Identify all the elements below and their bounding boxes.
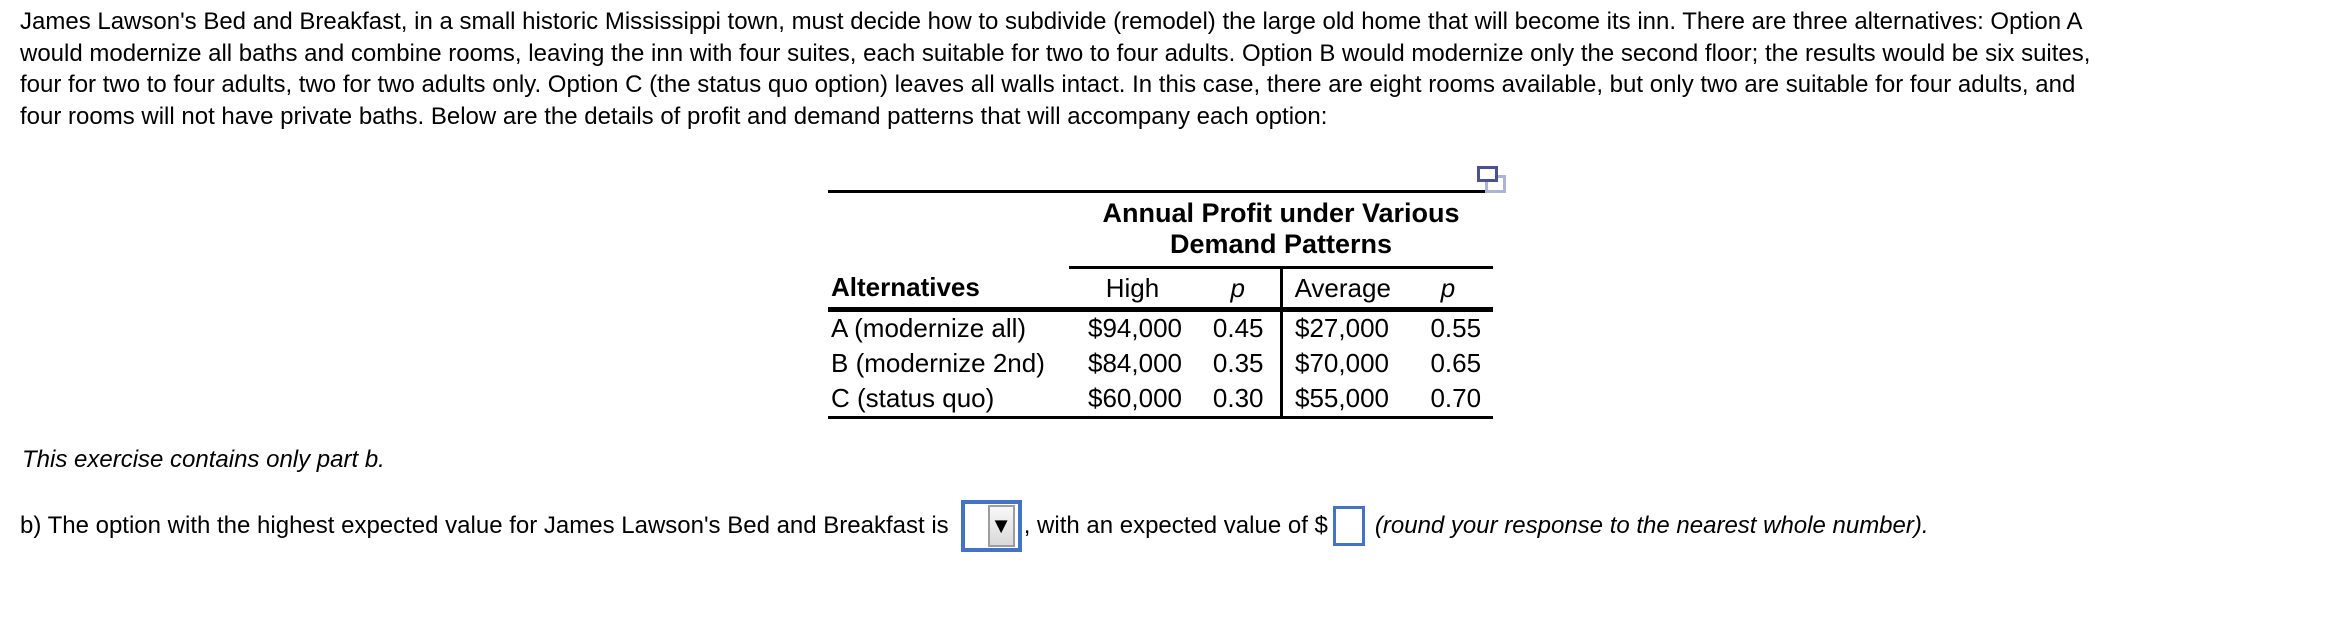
question-line: b) The option with the highest expected … (20, 498, 1929, 554)
alternative-cell: C (status quo) (831, 383, 995, 414)
high-probability-cell: 0.30 (1212, 383, 1264, 414)
problem-line: James Lawson's Bed and Breakfast, in a s… (20, 8, 2083, 35)
column-header-average: Average (1279, 267, 1403, 312)
high-probability-cell: 0.35 (1212, 348, 1264, 378)
copy-table-icon[interactable] (1477, 164, 1509, 196)
chevron-down-icon: ▼ (990, 513, 1013, 538)
high-probability-cell: 0.45 (1212, 313, 1264, 344)
rounding-note: (round your response to the nearest whol… (1374, 512, 1929, 539)
problem-statement: James Lawson's Bed and Breakfast, in a s… (20, 6, 2090, 132)
column-header-alternatives: Alternatives (828, 267, 1069, 312)
table-row: B (modernize 2nd) $84,000 0.35 $70,000 0… (828, 345, 1493, 382)
table-title-line2: Demand Patterns (1169, 229, 1393, 259)
table-corner-spacer (828, 192, 1069, 268)
high-profit-cell: $94,000 (1088, 313, 1182, 344)
column-header-high: High (1069, 267, 1196, 312)
table-row: C (status quo) $60,000 0.30 $55,000 0.70 (828, 381, 1493, 418)
problem-line: four for two to four adults, two for two… (20, 71, 2076, 98)
table-row: A (modernize all) $94,000 0.45 $27,000 0… (828, 309, 1493, 346)
expected-value-input[interactable] (1332, 506, 1365, 546)
average-probability-cell: 0.55 (1430, 313, 1482, 344)
problem-line: four rooms will not have private baths. … (20, 102, 1328, 130)
copy-icon-front-rect (1477, 166, 1498, 182)
problem-line: would modernize all baths and combine ro… (20, 39, 2091, 67)
column-header-p-average: p (1403, 267, 1494, 312)
table-title: Annual Profit under Various Demand Patte… (1069, 191, 1494, 269)
average-probability-cell: 0.70 (1430, 383, 1482, 414)
column-header-p-high: p (1196, 267, 1281, 312)
alternative-cell: B (modernize 2nd) (831, 348, 1045, 378)
average-profit-cell: $55,000 (1279, 381, 1403, 418)
dropdown-button[interactable]: ▼ (987, 505, 1015, 547)
profit-table: Annual Profit under Various Demand Patte… (828, 190, 1494, 419)
exercise-note: This exercise contains only part b. (22, 446, 385, 473)
high-profit-cell: $84,000 (1088, 348, 1182, 378)
high-profit-cell: $60,000 (1088, 383, 1182, 414)
average-profit-cell: $70,000 (1279, 345, 1403, 382)
answer-dropdown[interactable]: ▼ (960, 500, 1022, 552)
average-probability-cell: 0.65 (1430, 348, 1482, 378)
question-text-after-dropdown: , with an expected value of $ (1023, 512, 1328, 539)
table-title-line1: Annual Profit under Various (1102, 198, 1460, 228)
average-profit-cell: $27,000 (1279, 309, 1403, 346)
question-text-before-dropdown: b) The option with the highest expected … (20, 512, 949, 539)
alternative-cell: A (modernize all) (831, 313, 1027, 344)
